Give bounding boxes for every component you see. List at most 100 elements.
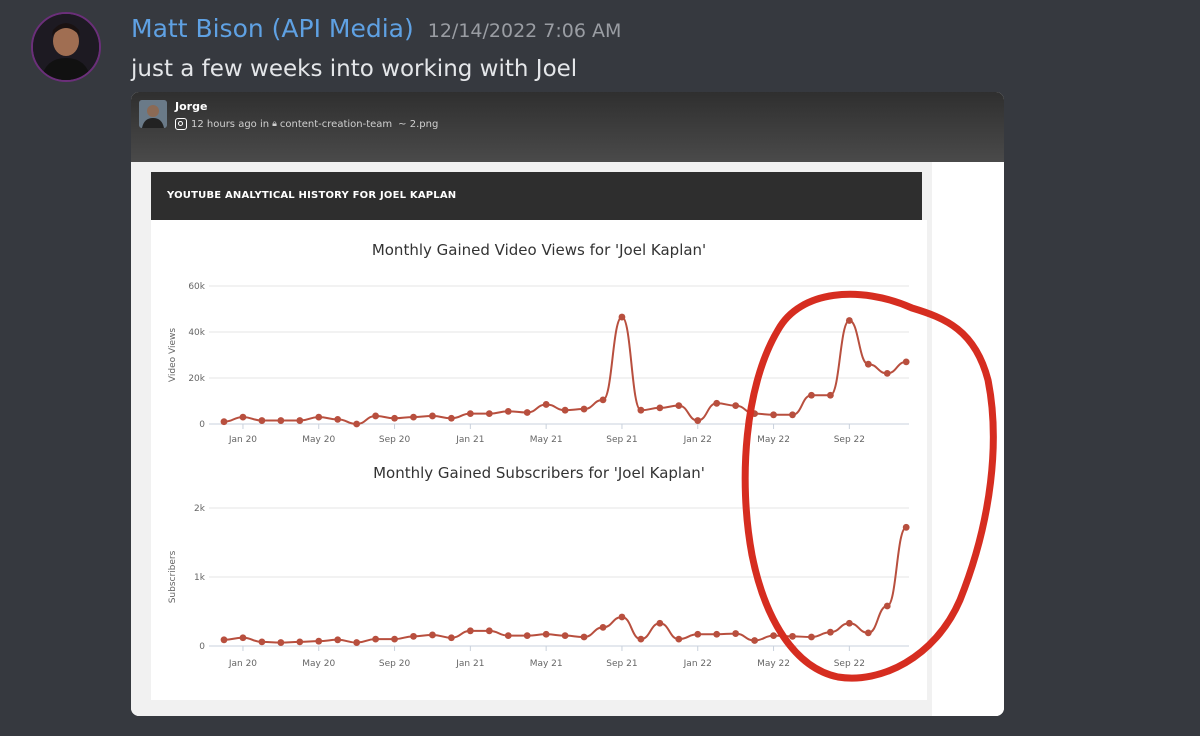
data-point: [410, 632, 417, 640]
embed-filename: ~ 2.png: [398, 118, 439, 130]
y-tick-label: 1k: [194, 573, 206, 583]
data-point: [751, 637, 758, 644]
y-axis-label: Subscribers: [168, 550, 178, 603]
data-point: [391, 414, 398, 422]
embed-header: Jorge 12 hours ago in 🔒︎ content-creatio…: [131, 92, 1004, 162]
data-point: [258, 417, 266, 424]
data-point: [542, 401, 550, 408]
data-point: [656, 404, 664, 412]
data-point: [864, 360, 872, 368]
data-point: [580, 633, 588, 641]
data-point: [751, 410, 758, 418]
data-point: [239, 634, 247, 642]
x-tick-label: Jan 21: [455, 659, 484, 669]
y-tick-label: 2k: [194, 504, 206, 514]
data-point: [808, 391, 815, 399]
data-point: [504, 632, 512, 640]
author-avatar[interactable]: [31, 12, 101, 82]
x-tick-label: Sep 20: [379, 659, 411, 669]
data-point: [466, 410, 474, 418]
data-point: [902, 523, 910, 531]
data-point: [220, 636, 228, 644]
data-point: [618, 313, 626, 321]
instagram-icon: [175, 118, 187, 130]
data-point: [694, 417, 702, 424]
charts-svg: Monthly Gained Video Views for 'Joel Kap…: [168, 241, 910, 669]
data-point: [315, 637, 323, 645]
data-point: [656, 619, 664, 627]
message-text: just a few weeks into working with Joel: [131, 56, 578, 82]
data-point: [637, 406, 645, 414]
data-point: [827, 628, 834, 636]
data-point: [258, 638, 266, 646]
image-attachment[interactable]: Jorge 12 hours ago in 🔒︎ content-creatio…: [131, 92, 1004, 716]
data-point: [883, 370, 891, 377]
data-point: [902, 358, 910, 366]
y-tick-label: 40k: [188, 328, 205, 338]
chart-panel: Monthly Gained Video Views for 'Joel Kap…: [151, 220, 927, 700]
analytics-report: YOUTUBE ANALYTICAL HISTORY FOR JOEL KAPL…: [131, 162, 932, 716]
x-tick-label: May 22: [757, 659, 790, 669]
data-point: [789, 411, 796, 419]
data-point: [561, 406, 569, 414]
data-point: [523, 409, 531, 416]
image-margin: [932, 162, 1004, 716]
data-point: [883, 602, 891, 610]
embed-meta: 12 hours ago in 🔒︎ content-creation-team…: [175, 118, 438, 130]
x-tick-label: Sep 21: [606, 435, 637, 445]
x-tick-label: Sep 22: [834, 659, 865, 669]
data-point: [713, 630, 721, 638]
data-point: [732, 630, 740, 637]
data-point: [239, 413, 247, 421]
data-point: [637, 635, 645, 643]
data-point: [353, 639, 361, 646]
data-point: [599, 396, 607, 404]
y-tick-label: 0: [199, 420, 205, 430]
data-point: [561, 632, 569, 640]
x-tick-label: Sep 22: [834, 435, 865, 445]
data-point: [334, 416, 342, 423]
data-point: [296, 417, 304, 424]
data-point: [694, 630, 702, 638]
data-point: [675, 402, 683, 409]
data-point: [334, 636, 342, 644]
y-tick-label: 0: [199, 642, 205, 652]
data-point: [675, 635, 683, 643]
data-point: [713, 399, 721, 407]
x-tick-label: May 20: [302, 435, 335, 445]
data-point: [220, 418, 228, 426]
x-tick-label: Jan 21: [455, 435, 484, 445]
data-point: [429, 631, 436, 639]
data-point: [353, 420, 361, 428]
data-point: [485, 627, 493, 635]
data-point: [410, 413, 417, 421]
x-tick-label: May 21: [530, 435, 563, 445]
embed-username: Jorge: [175, 100, 208, 113]
x-tick-label: Sep 21: [606, 659, 637, 669]
data-point: [429, 412, 436, 420]
x-tick-label: Sep 20: [379, 435, 411, 445]
y-tick-label: 20k: [188, 374, 205, 384]
x-tick-label: May 20: [302, 659, 335, 669]
data-point: [296, 638, 304, 646]
report-title: YOUTUBE ANALYTICAL HISTORY FOR JOEL KAPL…: [151, 172, 922, 220]
data-point: [277, 639, 285, 646]
lock-icon: 🔒︎: [272, 119, 277, 129]
data-point: [277, 417, 285, 424]
message-header: Matt Bison (API Media) 12/14/2022 7:06 A…: [131, 14, 621, 46]
x-tick-label: May 21: [530, 659, 563, 669]
data-point: [789, 632, 796, 640]
data-point: [770, 411, 777, 419]
series-line: [223, 526, 908, 644]
author-name[interactable]: Matt Bison (API Media): [131, 14, 414, 43]
data-point: [391, 635, 398, 643]
data-point: [523, 632, 531, 640]
embed-user-avatar: [139, 100, 167, 128]
chart-title: Monthly Gained Video Views for 'Joel Kap…: [372, 241, 706, 259]
embed-time-ago: 12 hours ago in: [191, 118, 270, 130]
data-point: [542, 630, 550, 638]
embed-channel: content-creation-team: [279, 118, 393, 130]
data-point: [845, 619, 853, 627]
data-point: [845, 317, 853, 324]
data-point: [618, 613, 626, 621]
